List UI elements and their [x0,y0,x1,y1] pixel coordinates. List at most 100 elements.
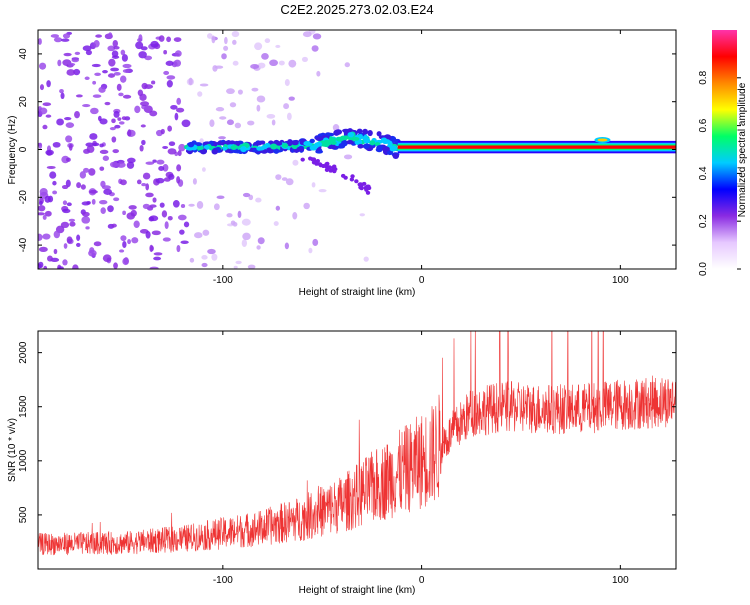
noise-blob [91,63,101,68]
noise-blob [97,115,102,122]
noise-blob [112,149,119,154]
noise-blob [86,145,95,153]
noise-blob [53,230,61,239]
noise-blob [235,260,242,265]
noise-blob [224,36,228,45]
noise-blob [311,182,316,188]
signal-blob [196,146,204,151]
noise-blob [38,261,44,269]
noise-blob [122,63,132,69]
noise-blob [66,236,73,244]
signal-blob [256,141,263,146]
spectrogram-x-tick-label-2: 100 [612,275,629,286]
noise-blob [155,177,165,184]
signal-blob [356,128,363,134]
signal-blob [330,140,337,145]
signal-blob [346,140,354,145]
noise-blob [141,82,148,90]
noise-blob [81,201,91,206]
noise-blob [88,249,97,257]
noise-blob [176,244,181,253]
noise-blob [301,56,309,62]
snr-x-ticks: -100 0 100 [213,331,629,586]
noise-blob [99,200,108,205]
noise-blob [142,203,151,209]
noise-blob [93,39,100,48]
secondary-track-blob [311,157,317,162]
noise-blob [150,40,159,48]
noise-blob [183,221,190,228]
signal-blob [376,131,382,137]
noise-blob [316,70,321,77]
noise-blob [42,124,48,130]
noise-blob [38,107,48,115]
noise-blob [118,249,125,253]
noise-blob [149,266,159,269]
noise-blob [142,172,151,180]
secondary-track-blob [332,169,337,174]
noise-blob [66,157,71,162]
noise-blob [65,135,73,143]
snr-x-tick-label-2: 100 [612,575,629,586]
noise-blob [177,150,182,157]
noise-blob [66,202,72,207]
noise-blob [164,221,169,229]
noise-blob [170,104,178,110]
noise-blob [145,192,154,198]
noise-blob [80,184,86,190]
noise-blob [100,207,106,214]
signal-blob [309,138,315,144]
signal-blob [369,140,376,146]
spectrogram-x-ticks: -100 0 100 [213,30,629,286]
noise-blob [151,80,156,85]
noise-blob [144,55,153,61]
noise-blob [189,257,195,263]
noise-blob [275,205,281,211]
noise-blob [149,110,158,117]
noise-blob [89,189,98,194]
noise-blob [284,78,290,87]
noise-blob [188,203,195,207]
noise-blob [104,101,111,106]
noise-blob [234,122,242,129]
noise-blob [44,210,52,217]
signal-blob [363,137,371,144]
signal-blob [256,146,263,151]
noise-blob [84,76,90,81]
secondary-track-blob [340,173,346,178]
spectrogram-x-label: Height of straight line (km) [299,287,416,298]
secondary-track-blob [349,177,355,182]
noise-blob [38,212,46,216]
noise-blob [233,265,238,269]
noise-blob [226,213,233,218]
signal-blob [187,141,195,148]
signal-blob [347,131,355,138]
noise-blob [85,226,90,230]
signal-blob [357,144,364,149]
noise-blob [69,221,76,227]
snr-background [38,331,676,569]
noise-blob [134,105,141,114]
secondary-track-blob [366,184,371,189]
noise-blob [162,237,171,242]
noise-blob [131,237,139,244]
noise-blob [271,119,276,126]
noise-blob [110,67,120,72]
signal-blob [382,146,390,152]
noise-blob [62,208,71,214]
noise-blob [211,35,216,44]
spectrogram-x-tick-label-1: 0 [419,275,425,286]
signal-blob [367,129,373,137]
noise-blob [137,38,143,42]
noise-blob [288,59,297,68]
secondary-track-blob [311,160,317,165]
noise-blob [38,38,42,45]
noise-blob [152,159,157,163]
noise-blob [38,246,48,252]
noise-blob [241,239,248,248]
noise-blob [173,37,182,42]
spectrogram-y-tick-label-2: 0 [18,146,29,152]
noise-blob [123,257,129,265]
noise-blob [174,112,179,121]
noise-blob [230,220,236,226]
